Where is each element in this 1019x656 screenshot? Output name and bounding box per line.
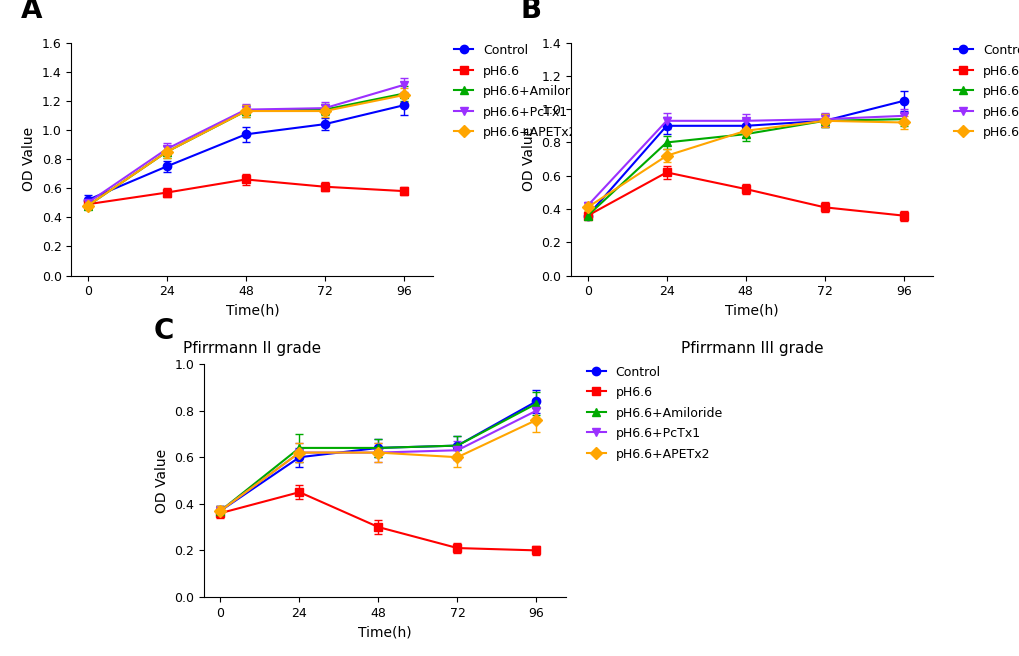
Text: A: A bbox=[20, 0, 42, 24]
Legend: Control, pH6.6, pH6.6+Amiloride, pH6.6+PcTx1, pH6.6+APETx2: Control, pH6.6, pH6.6+Amiloride, pH6.6+P… bbox=[586, 365, 722, 461]
Legend: Control, pH6.6, pH6.6+Amiloride, pH6.6+PcTx1, pH6.6+APETx2: Control, pH6.6, pH6.6+Amiloride, pH6.6+P… bbox=[453, 44, 590, 139]
Y-axis label: OD Value: OD Value bbox=[22, 127, 36, 191]
Legend: Control, pH6.6, pH6.6+Amiloride, pH6.6+PcTx1, pH6.6+APETx2: Control, pH6.6, pH6.6+Amiloride, pH6.6+P… bbox=[953, 44, 1019, 139]
Y-axis label: OD Value: OD Value bbox=[155, 449, 168, 512]
Y-axis label: OD Value: OD Value bbox=[522, 127, 535, 191]
Text: C: C bbox=[153, 318, 173, 346]
X-axis label: Time(h): Time(h) bbox=[225, 304, 279, 318]
X-axis label: Time(h): Time(h) bbox=[358, 625, 412, 639]
Text: B: B bbox=[520, 0, 541, 24]
Text: Pfirrmann III grade: Pfirrmann III grade bbox=[681, 340, 822, 356]
X-axis label: Time(h): Time(h) bbox=[725, 304, 779, 318]
Text: Pfirrmann II grade: Pfirrmann II grade bbox=[183, 340, 321, 356]
